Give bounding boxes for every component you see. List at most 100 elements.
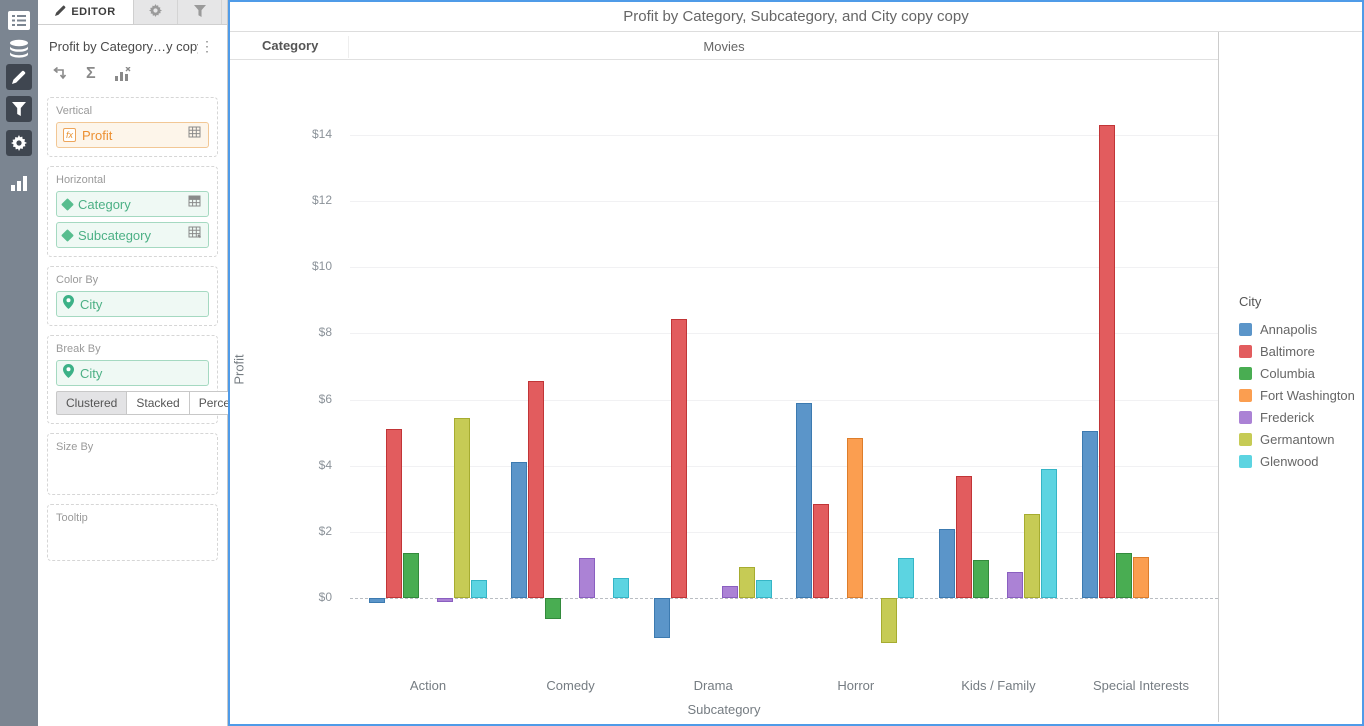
break-by-field-city[interactable]: City	[56, 360, 209, 386]
legend-swatch	[1239, 388, 1252, 402]
gear-icon	[149, 4, 162, 20]
fx-icon: fx	[63, 128, 77, 142]
gridline	[350, 399, 1218, 401]
x-category-label: Comedy	[546, 678, 595, 693]
color-by-field-city[interactable]: City	[56, 291, 209, 317]
zero-line	[350, 598, 1218, 599]
x-category-label: Drama	[693, 678, 733, 693]
section-size-by[interactable]: Size By	[47, 433, 218, 495]
legend-swatch	[1239, 410, 1252, 424]
bar-glenwood[interactable]	[755, 579, 772, 598]
section-label: Horizontal	[56, 174, 106, 186]
editor-tabbar: EDITOR	[38, 0, 227, 25]
legend-item[interactable]: Annapolis	[1239, 318, 1362, 340]
vertical-field-profit[interactable]: fx Profit	[56, 122, 209, 148]
legend-label: Germantown	[1260, 431, 1335, 447]
bar-frederick[interactable]	[1006, 571, 1023, 598]
bar-annapolis[interactable]	[653, 598, 670, 638]
table-grid-icon[interactable]	[188, 226, 202, 244]
table-grid-icon[interactable]	[188, 195, 202, 213]
bar-frederick[interactable]	[721, 586, 738, 598]
bar-annapolis[interactable]	[938, 528, 955, 598]
legend-item[interactable]: Frederick	[1239, 406, 1362, 428]
map-pin-icon	[63, 363, 74, 383]
y-tick-label: $6	[318, 391, 332, 406]
chart-title: Profit by Category, Subcategory, and Cit…	[230, 2, 1362, 32]
bar-columbia[interactable]	[1115, 553, 1132, 598]
section-label: Break By	[56, 343, 101, 355]
bar-frederick[interactable]	[436, 598, 453, 602]
y-tick-label: $4	[318, 457, 332, 472]
bar-baltimore[interactable]	[955, 475, 972, 598]
chart-remove-icon[interactable]	[114, 66, 131, 82]
tab-filters[interactable]	[178, 0, 222, 24]
kebab-menu-icon[interactable]: ⋮	[200, 38, 214, 54]
legend-label: Glenwood	[1260, 453, 1319, 469]
bar-annapolis[interactable]	[1081, 430, 1098, 598]
gridline	[350, 465, 1218, 467]
chart-card[interactable]: Profit by Category, Subcategory, and Cit…	[228, 0, 1364, 726]
bar-columbia[interactable]	[972, 559, 989, 598]
legend-item[interactable]: Glenwood	[1239, 450, 1362, 472]
bar-frederick[interactable]	[579, 558, 596, 598]
bar-annapolis[interactable]	[796, 402, 813, 598]
bar-chart-icon[interactable]	[6, 170, 32, 196]
legend-item[interactable]: Columbia	[1239, 362, 1362, 384]
bar-germantown[interactable]	[738, 566, 755, 598]
bar-glenwood[interactable]	[470, 579, 487, 598]
bar-baltimore[interactable]	[1098, 125, 1115, 598]
x-category-label: Horror	[837, 678, 875, 693]
list-icon[interactable]	[6, 8, 32, 34]
bar-germantown[interactable]	[453, 417, 470, 598]
tab-settings[interactable]	[134, 0, 178, 24]
bar-baltimore[interactable]	[670, 318, 687, 598]
filter-icon[interactable]	[6, 96, 32, 122]
legend-item[interactable]: Baltimore	[1239, 340, 1362, 362]
sigma-icon[interactable]: Σ	[86, 65, 96, 82]
database-icon[interactable]	[6, 36, 32, 62]
plot-region: Category Movies $0 $2 $4 $6 $8 $10 $12 $14 Acti…	[230, 32, 1218, 722]
tab-editor[interactable]: EDITOR	[38, 0, 134, 24]
legend-label: Frederick	[1260, 409, 1315, 425]
horizontal-field-subcategory[interactable]: Subcategory	[56, 222, 209, 248]
legend-label: Columbia	[1260, 365, 1315, 381]
bar-baltimore[interactable]	[813, 503, 830, 598]
x-category-label: Special Interests	[1092, 678, 1190, 693]
section-label: Color By	[56, 274, 99, 286]
bar-annapolis[interactable]	[511, 462, 528, 598]
horizontal-field-category[interactable]: Category	[56, 191, 209, 217]
bar-columbia[interactable]	[402, 553, 419, 598]
gridline	[350, 531, 1218, 533]
legend-item[interactable]: Germantown	[1239, 428, 1362, 450]
bar-columbia[interactable]	[545, 598, 562, 620]
x-axis-title: Subcategory	[687, 702, 761, 717]
bar-glenwood[interactable]	[613, 578, 630, 598]
section-tooltip[interactable]: Tooltip	[47, 504, 218, 561]
bar-germantown[interactable]	[1023, 513, 1040, 598]
section-color-by: Color By City	[47, 266, 218, 326]
edit-pencil-icon[interactable]	[6, 64, 32, 90]
bar-baltimore[interactable]	[528, 381, 545, 598]
bar-annapolis[interactable]	[368, 598, 385, 603]
section-vertical: Vertical fx Profit	[47, 97, 218, 157]
legend-swatch	[1239, 432, 1252, 446]
legend-label: Baltimore	[1260, 343, 1315, 359]
gear-icon[interactable]	[6, 130, 32, 156]
pivot-arrows-icon[interactable]	[51, 66, 68, 82]
bar-fort-washington[interactable]	[847, 437, 864, 598]
mode-stacked-button[interactable]: Stacked	[127, 391, 190, 415]
bar-germantown[interactable]	[881, 598, 898, 643]
table-grid-icon[interactable]	[188, 126, 202, 144]
bar-fort-washington[interactable]	[1132, 556, 1149, 598]
section-label: Tooltip	[56, 512, 88, 524]
mode-clustered-button[interactable]: Clustered	[56, 391, 128, 415]
legend-title: City	[1239, 294, 1262, 309]
left-toolbar	[0, 0, 38, 726]
legend: City Annapolis Baltimore Columbia Fort Wash…	[1218, 32, 1362, 722]
legend-item[interactable]: Fort Washington	[1239, 384, 1362, 406]
bar-baltimore[interactable]	[385, 429, 402, 598]
section-label: Vertical	[56, 105, 93, 117]
bar-glenwood[interactable]	[1040, 469, 1057, 598]
gridline	[350, 135, 1218, 137]
bar-glenwood[interactable]	[898, 558, 915, 598]
